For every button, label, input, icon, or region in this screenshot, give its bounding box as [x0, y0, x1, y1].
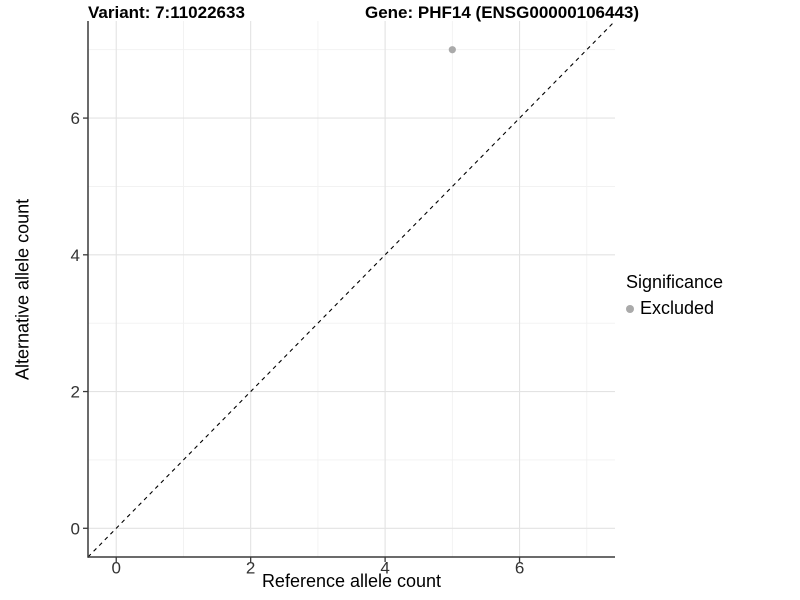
legend-title: Significance	[626, 272, 724, 292]
x-axis-label: Reference allele count	[261, 571, 442, 591]
legend-item-label: Excluded	[640, 298, 715, 318]
y-tick-label: 0	[71, 519, 80, 538]
y-axis-label: Alternative allele count	[12, 198, 33, 380]
y-tick-label: 2	[71, 383, 80, 402]
plot-title-variant: Variant: 7:11022633	[88, 3, 245, 22]
plot-title-gene: Gene: PHF14 (ENSG00000106443)	[365, 3, 640, 22]
identity-reference-line	[87, 20, 616, 558]
y-tick-label: 6	[71, 109, 80, 128]
excluded-point-icon	[626, 304, 634, 313]
x-tick-label: 0	[111, 559, 120, 578]
x-tick-label: 2	[246, 559, 255, 578]
x-tick-label: 4	[380, 559, 389, 578]
legend-item-excluded: Excluded	[626, 298, 723, 319]
y-tick-label: 4	[71, 246, 80, 265]
x-tick-label: 6	[515, 559, 524, 578]
legend: Significance Excluded	[626, 272, 723, 319]
data-point-excluded	[448, 46, 456, 54]
